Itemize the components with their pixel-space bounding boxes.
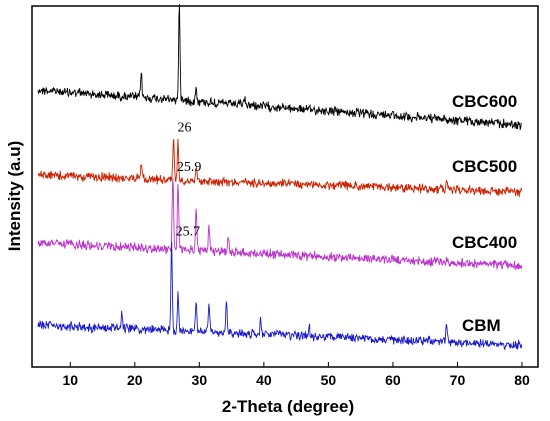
x-tick-label-50: 50 bbox=[321, 372, 337, 388]
x-tick-label-30: 30 bbox=[192, 372, 208, 388]
series-label-cbc400: CBC400 bbox=[452, 233, 517, 252]
plot-frame bbox=[31, 5, 539, 368]
series-label-cbm: CBM bbox=[462, 316, 501, 335]
series-layer: CBC60026.9 CBC500 26 CBC400 25.9 CBM 25.7 bbox=[37, 0, 523, 350]
x-tick-label-40: 40 bbox=[256, 372, 272, 388]
series-line-cbc500 bbox=[37, 138, 523, 198]
series-line-cbm bbox=[37, 241, 523, 350]
series-cbm: CBM 25.7 bbox=[37, 224, 523, 350]
x-tick-label-20: 20 bbox=[127, 372, 143, 388]
y-axis-title: Intensity (a.u) bbox=[5, 141, 24, 252]
series-line-cbc400 bbox=[37, 178, 523, 271]
x-tick-label-80: 80 bbox=[514, 372, 530, 388]
x-axis-title: 2-Theta (degree) bbox=[222, 397, 354, 416]
series-cbc500: CBC500 26 bbox=[37, 120, 523, 198]
series-label-cbc500: CBC500 bbox=[452, 157, 517, 176]
x-tick-label-10: 10 bbox=[62, 372, 78, 388]
x-tick-label-70: 70 bbox=[450, 372, 466, 388]
peak-label-cbc500: 26 bbox=[178, 120, 192, 135]
peak-label-cbm: 25.7 bbox=[176, 224, 201, 239]
series-line-cbc600 bbox=[37, 4, 522, 131]
series-label-cbc600: CBC600 bbox=[452, 92, 517, 111]
x-axis: 10 20 30 40 50 60 70 80 bbox=[62, 362, 530, 388]
x-tick-label-60: 60 bbox=[385, 372, 401, 388]
peak-label-cbc400: 25.9 bbox=[177, 160, 202, 175]
series-cbc600: CBC60026.9 bbox=[37, 0, 522, 131]
series-cbc400: CBC400 25.9 bbox=[37, 160, 523, 271]
